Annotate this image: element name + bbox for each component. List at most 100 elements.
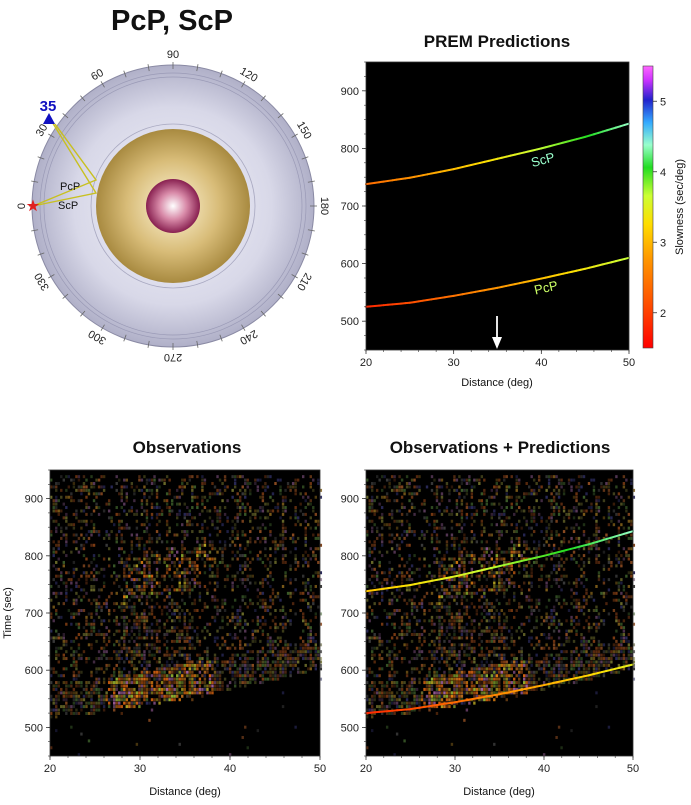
heatmap-cell (267, 516, 269, 519)
heatmap-cell (143, 564, 145, 567)
heatmap-cell (148, 643, 150, 646)
heatmap-cell (401, 485, 403, 488)
heatmap-cell (176, 636, 178, 639)
heatmap-cell (483, 595, 485, 598)
heatmap-cell (471, 554, 473, 557)
heatmap-cell (65, 588, 67, 591)
heatmap-cell (146, 619, 148, 622)
heatmap-cell (386, 492, 388, 495)
heatmap-cell (209, 691, 211, 694)
heatmap-cell (110, 678, 112, 681)
heatmap-cell (461, 489, 463, 492)
heatmap-cell (60, 578, 62, 581)
heatmap-cell (391, 547, 393, 550)
heatmap-cell (456, 602, 458, 605)
heatmap-cell (371, 685, 373, 688)
heatmap-cell (166, 564, 168, 567)
heatmap-cell (496, 558, 498, 561)
heatmap-cell (408, 588, 410, 591)
heatmap-cell (199, 643, 201, 646)
heatmap-cell (428, 702, 430, 705)
heatmap-cell (73, 571, 75, 574)
heatmap-cell (476, 664, 478, 667)
heatmap-cell (209, 623, 211, 626)
heatmap-cell (171, 599, 173, 602)
heatmap-cell (108, 533, 110, 536)
heatmap-cell (181, 492, 183, 495)
heatmap-cell (158, 691, 160, 694)
heatmap-cell (483, 527, 485, 530)
heatmap-cell (413, 554, 415, 557)
heatmap-cell (371, 551, 373, 554)
heatmap-cell (396, 681, 398, 684)
heatmap-cell (396, 609, 398, 612)
heatmap-cell (503, 479, 505, 482)
heatmap-cell (471, 513, 473, 516)
heatmap-cell (121, 492, 123, 495)
heatmap-cell (196, 475, 198, 478)
heatmap-cell (310, 626, 312, 629)
heatmap-cell (269, 612, 271, 615)
heatmap-cell (204, 506, 206, 509)
heatmap-cell (371, 520, 373, 523)
heatmap-cell (381, 685, 383, 688)
heatmap-cell (171, 667, 173, 670)
heatmap-cell (272, 578, 274, 581)
heatmap-cell (186, 533, 188, 536)
heatmap-cell (78, 609, 80, 612)
heatmap-cell (110, 485, 112, 488)
heatmap-cell (244, 492, 246, 495)
heatmap-cell (433, 640, 435, 643)
heatmap-cell (386, 695, 388, 698)
heatmap-cell (138, 571, 140, 574)
heatmap-cell (206, 667, 208, 670)
heatmap-cell (458, 551, 460, 554)
heatmap-cell (133, 492, 135, 495)
heatmap-cell (191, 485, 193, 488)
heatmap-cell (143, 568, 145, 571)
heatmap-cell (493, 582, 495, 585)
heatmap-cell (391, 685, 393, 688)
heatmap-cell (201, 660, 203, 663)
heatmap-cell (143, 582, 145, 585)
heatmap-cell (416, 647, 418, 650)
heatmap-cell (214, 588, 216, 591)
heatmap-cell (272, 492, 274, 495)
heatmap-cell (269, 647, 271, 650)
heatmap-cell (294, 547, 296, 550)
heatmap-cell (199, 685, 201, 688)
heatmap-cell (391, 489, 393, 492)
heatmap-cell (262, 674, 264, 677)
heatmap-cell (176, 674, 178, 677)
heatmap-cell (151, 654, 153, 657)
heatmap-cell (302, 647, 304, 650)
heatmap-cell (486, 626, 488, 629)
heatmap-cell (95, 496, 97, 499)
heatmap-cell (441, 647, 443, 650)
heatmap-cell (456, 678, 458, 681)
heatmap-cell (80, 485, 82, 488)
heatmap-cell (221, 654, 223, 657)
heatmap-cell (234, 626, 236, 629)
heatmap-cell (171, 578, 173, 581)
heatmap-cell (463, 688, 465, 691)
heatmap-cell (118, 479, 120, 482)
heatmap-cell (146, 564, 148, 567)
heatmap-cell (483, 592, 485, 595)
heatmap-cell (443, 554, 445, 557)
heatmap-cell (100, 688, 102, 691)
heatmap-cell (411, 671, 413, 674)
heatmap-cell (388, 527, 390, 530)
heatmap-cell (297, 654, 299, 657)
heatmap-cell (388, 657, 390, 660)
heatmap-cell (289, 592, 291, 595)
heatmap-cell (186, 691, 188, 694)
heatmap-cell (428, 609, 430, 612)
heatmap-cell (85, 503, 87, 506)
heatmap-cell (68, 695, 70, 698)
heatmap-cell (224, 564, 226, 567)
heatmap-cell (234, 599, 236, 602)
heatmap-cell (103, 489, 105, 492)
heatmap-cell (141, 506, 143, 509)
heatmap-cell (438, 619, 440, 622)
